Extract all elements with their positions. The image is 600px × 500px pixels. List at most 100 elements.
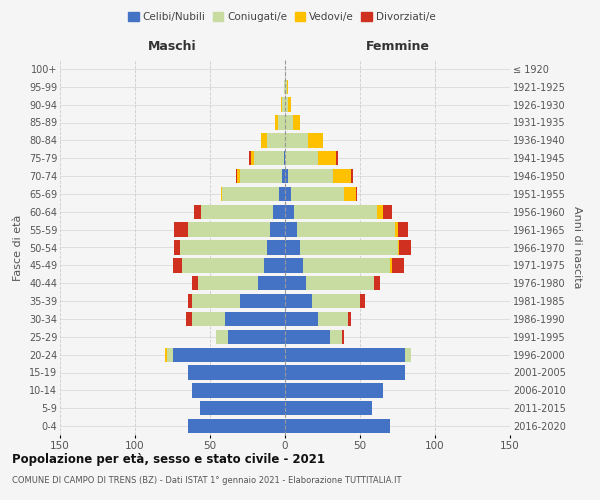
Bar [285,383,383,398]
Bar [240,169,282,183]
Bar [228,330,285,344]
Bar [318,151,336,166]
Bar [173,258,182,272]
Bar [273,204,285,219]
Bar [395,222,398,237]
Bar [303,258,390,272]
Bar [186,312,192,326]
Bar [225,312,285,326]
Bar [355,187,357,201]
Bar [285,276,306,290]
Bar [285,366,405,380]
Bar [360,294,365,308]
Bar [282,169,285,183]
Bar [251,151,254,166]
Bar [249,151,251,166]
Bar [285,401,372,415]
Bar [390,258,392,272]
Bar [192,294,240,308]
Bar [285,169,288,183]
Bar [277,116,285,130]
Bar [285,151,318,166]
Bar [216,330,228,344]
Bar [182,258,264,272]
Legend: Celibi/Nubili, Coniugati/e, Vedovi/e, Divorziati/e: Celibi/Nubili, Coniugati/e, Vedovi/e, Di… [124,8,440,26]
Bar [285,330,330,344]
Bar [285,312,318,326]
Bar [187,294,192,308]
Bar [285,116,293,130]
Bar [192,312,225,326]
Bar [198,276,258,290]
Bar [398,222,408,237]
Bar [300,240,398,254]
Bar [165,348,167,362]
Bar [261,133,267,148]
Y-axis label: Anni di nascita: Anni di nascita [572,206,583,289]
Bar [291,187,343,201]
Bar [187,366,285,380]
Bar [279,187,285,201]
Bar [306,276,373,290]
Bar [285,222,297,237]
Bar [275,116,277,130]
Bar [308,133,323,148]
Bar [174,240,180,254]
Bar [293,116,300,130]
Bar [187,222,270,237]
Bar [187,419,285,433]
Bar [281,98,282,112]
Text: Femmine: Femmine [365,40,430,53]
Bar [285,348,405,362]
Bar [288,98,291,112]
Bar [192,276,198,290]
Bar [201,204,273,219]
Bar [343,187,355,201]
Bar [174,222,187,237]
Text: Maschi: Maschi [148,40,197,53]
Bar [167,348,173,362]
Bar [297,222,395,237]
Bar [333,169,351,183]
Bar [285,80,287,94]
Bar [285,258,303,272]
Bar [285,204,294,219]
Bar [318,312,348,326]
Bar [285,133,308,148]
Text: COMUNE DI CAMPO DI TRENS (BZ) - Dati ISTAT 1° gennaio 2021 - Elaborazione TUTTIT: COMUNE DI CAMPO DI TRENS (BZ) - Dati IST… [12,476,401,485]
Bar [222,187,279,201]
Bar [288,169,333,183]
Bar [377,204,383,219]
Bar [373,276,380,290]
Bar [192,383,285,398]
Bar [285,98,288,112]
Bar [221,187,222,201]
Bar [270,222,285,237]
Bar [383,204,392,219]
Bar [264,258,285,272]
Bar [258,276,285,290]
Bar [254,151,284,166]
Bar [199,401,285,415]
Bar [173,348,285,362]
Bar [336,151,337,166]
Bar [267,240,285,254]
Y-axis label: Fasce di età: Fasce di età [13,214,23,280]
Bar [285,240,300,254]
Bar [351,169,353,183]
Text: Popolazione per età, sesso e stato civile - 2021: Popolazione per età, sesso e stato civil… [12,452,325,466]
Bar [284,151,285,166]
Bar [392,258,404,272]
Bar [282,98,285,112]
Bar [405,348,411,362]
Bar [284,80,285,94]
Bar [312,294,360,308]
Bar [237,169,240,183]
Bar [240,294,285,308]
Bar [285,187,291,201]
Bar [294,204,377,219]
Bar [285,419,390,433]
Bar [287,80,288,94]
Bar [180,240,267,254]
Bar [398,240,399,254]
